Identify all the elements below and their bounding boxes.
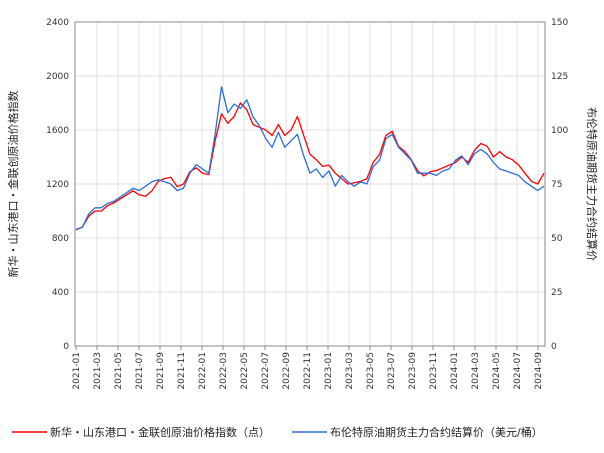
- x-tick-label: 2024-07: [513, 352, 523, 390]
- x-tick-label: 2022-05: [240, 352, 250, 390]
- left-tick-label: 400: [52, 288, 69, 298]
- legend-label-index: 新华・山东港口・金联创原油价格指数（点）: [50, 425, 270, 439]
- legend-label-brent: 布伦特原油期货主力合约结算价（美元/桶）: [330, 425, 543, 439]
- right-tick-label: 150: [551, 18, 568, 28]
- x-tick-label: 2022-09: [282, 352, 292, 390]
- x-tick-label: 2024-01: [450, 352, 460, 390]
- right-tick-label: 50: [551, 234, 563, 244]
- right-tick-label: 75: [551, 180, 562, 190]
- left-axis-ticks: 0 400 800 1200 1600 2000 2400: [46, 18, 69, 352]
- x-tick-label: 2024-05: [492, 352, 502, 390]
- x-tick-label: 2021-03: [93, 352, 103, 390]
- x-tick-label: 2021-09: [156, 352, 166, 390]
- plot-border: [74, 21, 546, 347]
- series-line-brent: [75, 86, 545, 231]
- left-tick-label: 1200: [46, 180, 69, 190]
- right-tick-label: 0: [551, 342, 557, 352]
- x-tick-label: 2022-03: [219, 352, 229, 390]
- legend: 新华・山东港口・金联创原油价格指数（点） 布伦特原油期货主力合约结算价（美元/桶…: [12, 425, 543, 439]
- x-tick-label: 2024-09: [534, 352, 544, 390]
- left-tick-label: 2400: [46, 18, 69, 28]
- x-tick-label: 2023-05: [366, 352, 376, 390]
- right-tick-label: 125: [551, 72, 568, 82]
- x-tick-label: 2023-07: [387, 352, 397, 390]
- left-tick-label: 0: [63, 342, 69, 352]
- grid: [75, 22, 545, 346]
- x-tick-label: 2021-01: [72, 352, 82, 390]
- x-axis-ticks: 2021-01 2021-03 2021-05 2021-07 2021-09 2021-…: [72, 346, 544, 390]
- x-tick-label: 2022-11: [303, 352, 313, 390]
- left-axis-title: 新华・山东港口・金联创原油价格指数: [6, 91, 20, 278]
- left-tick-label: 2000: [46, 72, 69, 82]
- x-tick-label: 2021-11: [177, 352, 187, 390]
- x-tick-label: 2021-05: [114, 352, 124, 390]
- x-tick-label: 2023-03: [345, 352, 355, 390]
- x-tick-label: 2022-07: [261, 352, 271, 390]
- axes: [74, 21, 546, 347]
- right-axis-ticks: 0 25 50 75 100 125 150: [551, 18, 568, 352]
- right-tick-label: 100: [551, 126, 568, 136]
- right-tick-label: 25: [551, 288, 562, 298]
- right-axis-title: 布伦特原油期货主力合约结算价: [585, 107, 599, 261]
- series-lines: [75, 86, 545, 231]
- x-tick-label: 2023-01: [324, 352, 334, 390]
- x-tick-label: 2024-03: [471, 352, 481, 390]
- x-tick-label: 2021-07: [135, 352, 145, 390]
- left-tick-label: 1600: [46, 126, 69, 136]
- x-tick-label: 2023-09: [408, 352, 418, 390]
- left-tick-label: 800: [52, 234, 69, 244]
- x-tick-label: 2023-11: [429, 352, 439, 390]
- x-tick-label: 2022-01: [198, 352, 208, 390]
